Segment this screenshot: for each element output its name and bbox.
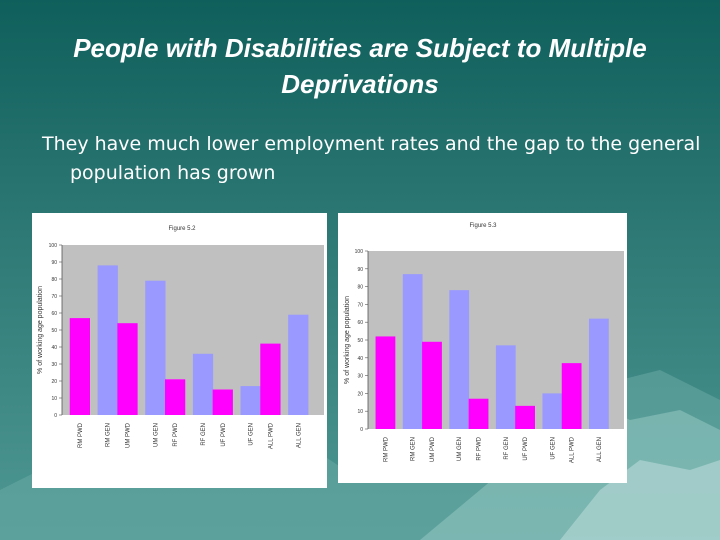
bar-all-pwd: [561, 363, 582, 429]
slide-title: People with Disabilities are Subject to …: [73, 33, 647, 99]
bar-um-gen: [145, 280, 166, 415]
x-category-label: RM PWD: [383, 436, 389, 462]
y-tick-label: 0: [360, 427, 363, 433]
chart-figure-5-3: Figure 5.3 % of working age population 0 10…: [338, 213, 627, 483]
bar-rm-gen: [97, 265, 118, 415]
y-tick-label: 90: [51, 260, 57, 266]
bar-um-gen: [449, 290, 470, 429]
x-category-label: RM PWD: [78, 422, 84, 448]
x-category-label: ALL GEN: [296, 423, 302, 448]
y-tick-label: 60: [51, 311, 57, 317]
x-category-label: UM GEN: [457, 437, 463, 461]
bar-rf-gen: [495, 345, 516, 429]
x-category-label: UF PWD: [221, 422, 227, 446]
x-category-label: UM PWD: [126, 422, 132, 448]
bar-rm-pwd: [69, 318, 90, 415]
slide-body-text: They have much lower employment rates an…: [42, 133, 701, 184]
x-category-label: UF PWD: [523, 436, 529, 460]
x-category-label: RF GEN: [504, 437, 510, 460]
y-tick-label: 20: [51, 379, 57, 385]
x-category-label: UM GEN: [153, 423, 159, 447]
y-tick-label: 90: [357, 267, 363, 273]
y-tick-label: 80: [51, 277, 57, 283]
bar-uf-gen: [542, 393, 563, 429]
x-category-label: UM PWD: [430, 436, 436, 462]
x-category-label: RM GEN: [106, 423, 112, 447]
x-category-label: RF PWD: [477, 436, 483, 460]
bar-rf-gen: [192, 353, 214, 415]
bar-rm-pwd: [375, 336, 396, 429]
chart-figure-5-2: Figure 5.2 % of working age population 0 10…: [32, 213, 327, 488]
y-tick-label: 70: [357, 302, 363, 308]
x-category-label: RF PWD: [173, 422, 179, 446]
x-category-label: RF GEN: [201, 423, 207, 446]
y-tick-label: 30: [51, 362, 57, 368]
bar-all-gen: [288, 314, 309, 415]
y-tick-label: 30: [357, 374, 363, 380]
bar-uf-pwd: [212, 389, 233, 415]
y-tick-label: 0: [54, 413, 57, 419]
chart-svg-5-3: Figure 5.3 % of working age population 0 10…: [344, 223, 624, 463]
y-tick-label: 40: [357, 356, 363, 362]
y-tick-label: 20: [357, 391, 363, 397]
x-category-label: RM GEN: [411, 437, 417, 461]
y-tick-label: 80: [357, 285, 363, 291]
bar-all-pwd: [260, 343, 281, 415]
bar-rf-pwd: [165, 379, 186, 415]
x-category-label: UF GEN: [550, 437, 556, 460]
y-tick-label: 100: [355, 249, 364, 255]
bar-rm-gen: [402, 274, 423, 429]
bar-all-gen: [588, 318, 609, 429]
y-tick-label: 60: [357, 320, 363, 326]
y-tick-label: 40: [51, 345, 57, 351]
x-category-label: ALL GEN: [597, 437, 603, 462]
y-tick-label: 50: [51, 328, 57, 334]
y-tick-label: 70: [51, 294, 57, 300]
chart-title: Figure 5.3: [469, 223, 497, 229]
y-tick-label: 10: [51, 396, 57, 402]
bar-um-pwd: [117, 323, 138, 415]
y-axis-label: % of working age population: [37, 286, 44, 374]
chart-title: Figure 5.2: [168, 226, 196, 232]
y-axis-label: % of working age population: [344, 296, 351, 384]
y-tick-label: 100: [49, 243, 58, 249]
bar-um-pwd: [422, 341, 442, 429]
bar-uf-pwd: [515, 405, 535, 429]
chart-svg-5-2: Figure 5.2 % of working age population 0 10…: [37, 226, 324, 449]
y-tick-label: 10: [357, 409, 363, 415]
bar-rf-pwd: [468, 398, 489, 429]
x-category-label: UF GEN: [249, 423, 255, 446]
bar-uf-gen: [240, 386, 261, 415]
y-tick-label: 50: [357, 338, 363, 344]
x-category-label: ALL PWD: [570, 436, 576, 463]
x-category-label: ALL PWD: [268, 422, 274, 449]
